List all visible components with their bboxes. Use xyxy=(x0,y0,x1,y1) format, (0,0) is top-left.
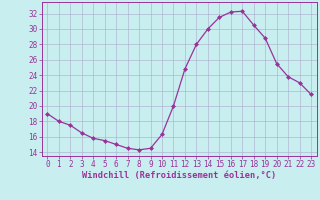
X-axis label: Windchill (Refroidissement éolien,°C): Windchill (Refroidissement éolien,°C) xyxy=(82,171,276,180)
